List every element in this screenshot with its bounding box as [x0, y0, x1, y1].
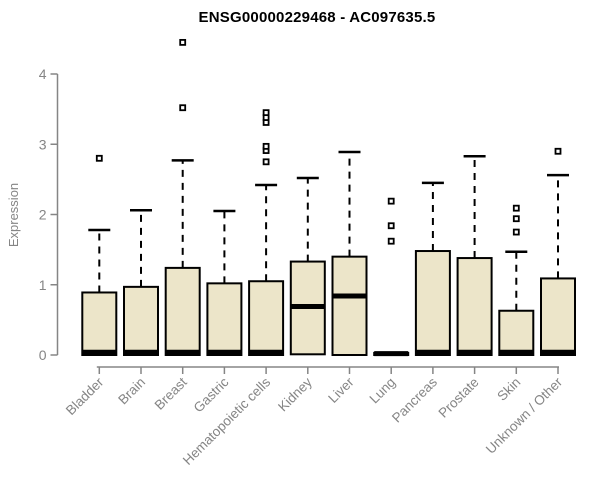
x-axis-label: Lung — [366, 375, 398, 407]
outlier-point — [512, 215, 520, 223]
x-axis-label: Liver — [325, 374, 357, 406]
boxplot-box — [540, 277, 576, 356]
boxplot-box — [498, 309, 535, 356]
boxplot-box — [81, 291, 118, 357]
outlier-point — [262, 142, 270, 150]
x-axis-label: Gastric — [191, 374, 232, 415]
boxplot-box — [123, 285, 159, 357]
y-tick-label: 2 — [39, 207, 47, 223]
outlier-point — [387, 197, 395, 205]
boxplot-box — [331, 255, 368, 356]
boxplot-box — [456, 257, 493, 356]
x-axis-label: Prostate — [436, 375, 482, 421]
outlier-point — [262, 109, 270, 117]
y-tick-label: 0 — [39, 347, 47, 363]
y-tick-label: 3 — [39, 136, 47, 152]
boxplot-box — [164, 266, 201, 357]
outlier-point — [512, 204, 520, 212]
boxplot-box — [206, 282, 243, 356]
x-axis-label: Brain — [115, 375, 148, 408]
outlier-point — [512, 228, 520, 236]
outlier-point — [179, 38, 187, 46]
outlier-point — [554, 147, 562, 155]
x-axis-label: Breast — [152, 374, 190, 412]
x-axis-label: Skin — [494, 375, 523, 404]
x-axis-label: Unknown / Other — [483, 374, 566, 457]
outlier-point — [387, 222, 395, 230]
y-tick-label: 1 — [39, 277, 47, 293]
x-axis-label: Kidney — [275, 374, 315, 414]
outlier-point — [387, 237, 395, 245]
boxplot-box — [414, 250, 451, 356]
chart-title: ENSG00000229468 - AC097635.5 — [198, 9, 436, 26]
y-tick-label: 4 — [39, 66, 47, 82]
x-axis-label: Pancreas — [389, 374, 440, 425]
outlier-point — [262, 158, 270, 166]
x-axis-label: Bladder — [63, 374, 107, 418]
outlier-point — [95, 154, 103, 162]
boxplot-box — [248, 280, 285, 356]
outlier-point — [179, 104, 187, 112]
